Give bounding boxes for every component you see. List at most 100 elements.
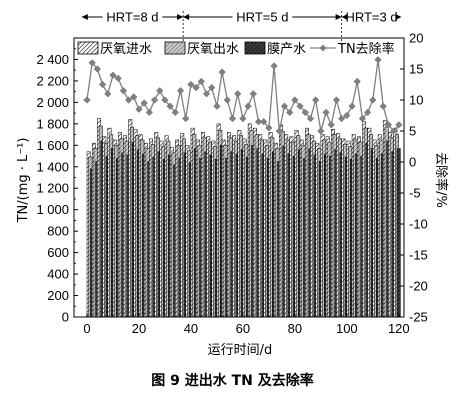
y-left-tick-label: 1 800 xyxy=(36,116,69,131)
removal-rate-point xyxy=(197,77,205,86)
removal-rate-point xyxy=(379,102,387,110)
y-right-tick-label: 5 xyxy=(409,124,416,139)
removal-rate-point xyxy=(332,96,341,104)
removal-rate-point xyxy=(208,83,216,92)
removal-rate-point xyxy=(166,102,174,110)
removal-rate-point xyxy=(348,102,356,110)
removal-rate-point xyxy=(260,118,268,126)
removal-rate-point xyxy=(369,96,377,104)
y-right-tick-label: -5 xyxy=(409,186,421,201)
removal-rate-point xyxy=(98,80,107,89)
removal-rate-point xyxy=(176,87,185,95)
y-left-tick-label: 0 xyxy=(62,310,69,325)
y-left-tick-label: 600 xyxy=(47,245,69,260)
removal-rate-point xyxy=(88,59,96,67)
legend-label: 厌氧进水 xyxy=(100,42,152,57)
y-left-tick-label: 2 400 xyxy=(36,52,69,67)
y-right-tick-label: -15 xyxy=(409,248,428,263)
removal-rate-point xyxy=(311,96,320,104)
y-left-tick-label: 2 000 xyxy=(36,95,69,110)
removal-rate-point xyxy=(322,108,330,117)
removal-rate-line-layer xyxy=(83,56,403,135)
y-left-tick-label: 1 600 xyxy=(36,138,69,153)
hrt-annotation-layer: HRT=8 d HRT=5 d HRT=3 d xyxy=(81,10,402,48)
y-right-tick-label: -10 xyxy=(409,217,428,232)
hrt-period-label: HRT=5 d xyxy=(236,10,288,25)
bars-layer xyxy=(86,118,401,318)
figure-caption: 图 9 进出水 TN 及去除率 xyxy=(151,373,314,389)
y-left-tick-label: 2 200 xyxy=(36,73,69,88)
removal-rate-point xyxy=(104,90,112,98)
removal-rate-point xyxy=(150,96,159,104)
removal-rate-point xyxy=(343,111,351,120)
removal-rate-point xyxy=(192,83,200,92)
removal-rate-point xyxy=(202,90,211,98)
removal-rate-point xyxy=(291,96,299,104)
removal-rate-point xyxy=(275,127,283,135)
y-axis-right-title: 去除率/% xyxy=(433,152,449,208)
removal-rate-point xyxy=(286,108,294,117)
removal-rate-point xyxy=(124,96,133,104)
x-tick-label: 100 xyxy=(336,321,358,336)
removal-rate-point xyxy=(363,108,372,117)
x-tick-label: 80 xyxy=(288,321,302,336)
removal-rate-point xyxy=(135,105,143,113)
removal-rate-point xyxy=(187,80,195,89)
legend-swatch xyxy=(244,41,266,55)
removal-rate-point xyxy=(161,96,169,104)
removal-rate-point xyxy=(171,108,179,117)
removal-rate-point xyxy=(182,114,190,123)
hrt-arrowhead xyxy=(183,14,190,20)
removal-rate-point xyxy=(140,99,148,107)
legend-swatch xyxy=(77,41,99,55)
y-right-tick-label: 20 xyxy=(409,31,423,46)
removal-rate-point xyxy=(93,65,102,73)
hrt-arrowhead xyxy=(177,14,184,20)
removal-rate-point xyxy=(109,71,117,79)
legend-label: 厌氧出水 xyxy=(187,42,239,57)
x-tick-label: 20 xyxy=(132,321,146,336)
y-left-tick-label: 1 200 xyxy=(36,181,69,196)
legend-label: 膜产水 xyxy=(267,42,306,57)
y-left-tick-label: 1 000 xyxy=(36,202,69,217)
removal-rate-point xyxy=(306,114,315,123)
removal-rate-point xyxy=(374,56,382,64)
hrt-arrowhead xyxy=(335,14,342,20)
y-left-tick-label: 200 xyxy=(47,288,69,303)
removal-rate-point xyxy=(395,121,403,129)
removal-rate-point xyxy=(301,108,309,117)
removal-rate-point xyxy=(270,62,278,70)
x-axis-title: 运行时间/d xyxy=(208,343,273,358)
y-right-tick-label: -20 xyxy=(409,279,428,294)
y-right-tick-label: -25 xyxy=(409,310,428,325)
y-right-tick-label: 15 xyxy=(409,62,423,77)
y-left-tick-label: 800 xyxy=(47,224,69,239)
removal-rate-point xyxy=(389,127,398,135)
removal-rate-point xyxy=(244,102,252,110)
y-left-tick-label: 400 xyxy=(47,267,69,282)
removal-rate-point xyxy=(130,93,138,101)
removal-rate-point xyxy=(280,102,289,110)
removal-rate-point xyxy=(265,124,273,132)
removal-rate-point xyxy=(223,96,231,104)
removal-rate-point xyxy=(327,121,335,129)
membrane-tn-bar xyxy=(396,148,401,318)
legend-swatch xyxy=(164,41,186,55)
removal-rate-point xyxy=(228,114,237,123)
removal-rate-point xyxy=(145,108,154,117)
removal-rate-point xyxy=(353,77,361,86)
legend-label: TN去除率 xyxy=(337,41,395,57)
x-tick-label: 40 xyxy=(184,321,198,336)
removal-rate-point xyxy=(156,87,164,95)
removal-rate-point xyxy=(337,114,346,123)
removal-rate-point xyxy=(296,102,304,110)
hrt-arrowhead xyxy=(341,14,348,20)
removal-rate-point xyxy=(358,114,367,123)
hrt-period-label: HRT=3 d xyxy=(345,10,397,25)
y-axis-left-title: TN/(mg · L⁻¹) xyxy=(16,138,31,224)
hrt-arrowhead xyxy=(81,14,88,20)
hrt-period-label: HRT=8 d xyxy=(106,10,158,25)
removal-rate-point xyxy=(83,96,91,104)
